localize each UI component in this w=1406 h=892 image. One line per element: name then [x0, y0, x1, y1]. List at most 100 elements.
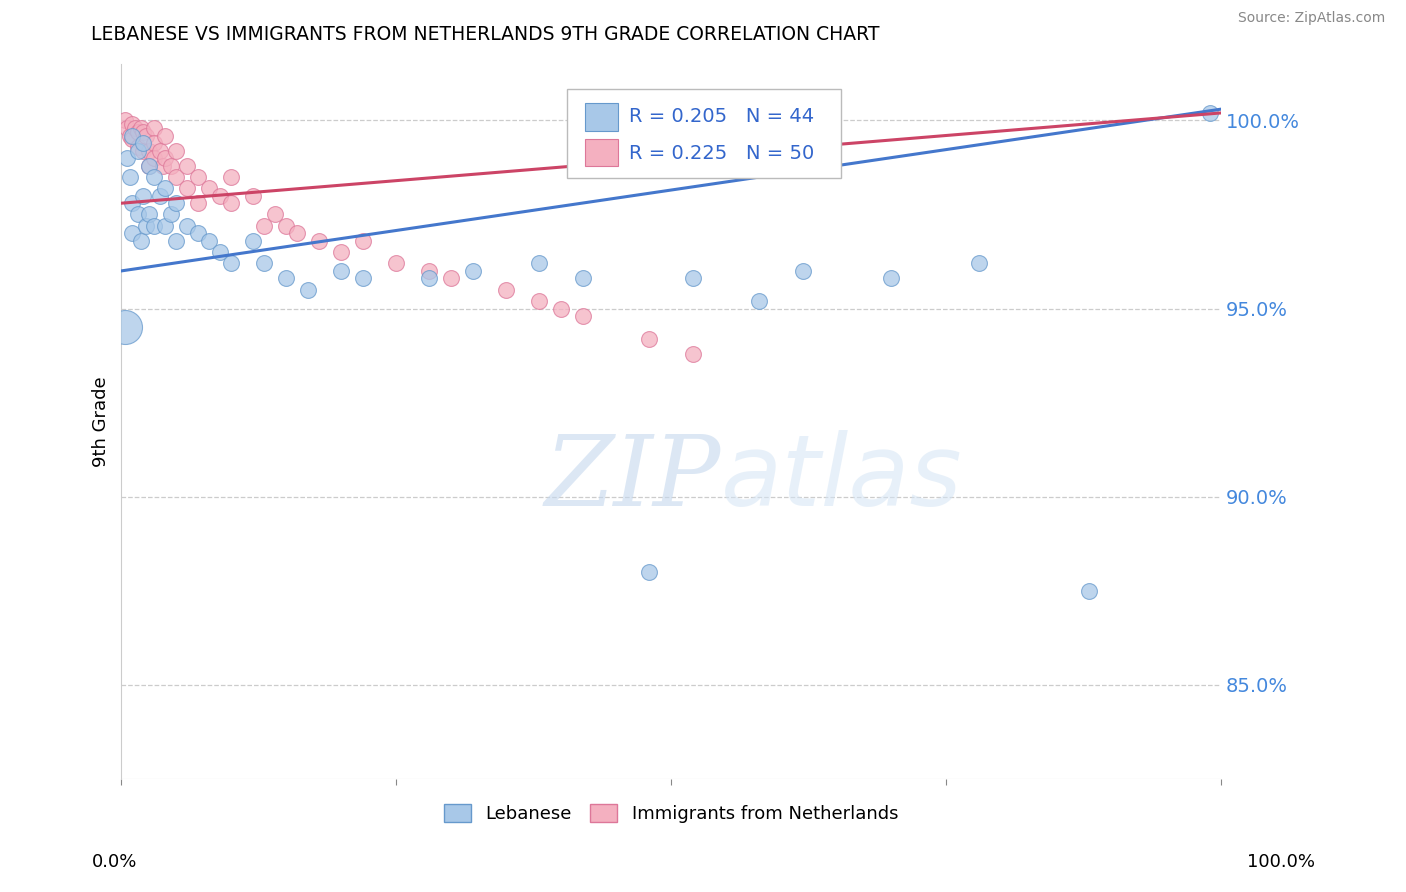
Point	[276, 219, 298, 233]
Point	[143, 169, 166, 184]
Point	[155, 219, 177, 233]
Point	[253, 219, 276, 233]
Point	[129, 120, 152, 135]
Point	[1198, 106, 1220, 120]
Point	[120, 169, 142, 184]
Point	[285, 227, 308, 241]
Point	[352, 234, 374, 248]
Bar	[585, 139, 619, 166]
Point	[114, 320, 136, 334]
Text: 100.0%: 100.0%	[1247, 853, 1315, 871]
Legend: Lebanese, Immigrants from Netherlands: Lebanese, Immigrants from Netherlands	[437, 797, 905, 830]
Point	[880, 271, 903, 285]
Point	[165, 234, 187, 248]
Point	[714, 144, 737, 158]
Point	[165, 144, 187, 158]
Point	[276, 271, 298, 285]
Point	[152, 159, 174, 173]
Point	[198, 181, 221, 195]
Point	[143, 151, 166, 165]
Point	[572, 271, 595, 285]
Point	[221, 196, 243, 211]
Point	[127, 144, 149, 158]
Point	[160, 159, 183, 173]
Point	[967, 256, 990, 270]
Point	[155, 181, 177, 195]
Text: R = 0.225   N = 50: R = 0.225 N = 50	[630, 144, 814, 163]
Point	[115, 120, 138, 135]
Point	[138, 207, 160, 221]
Point	[138, 159, 160, 173]
Bar	[585, 103, 619, 130]
Point	[115, 151, 138, 165]
Point	[132, 136, 155, 150]
Point	[138, 144, 160, 158]
Point	[127, 207, 149, 221]
Point	[176, 181, 198, 195]
Point	[127, 140, 149, 154]
Text: atlas: atlas	[720, 430, 962, 527]
Point	[160, 207, 183, 221]
Point	[132, 188, 155, 202]
Point	[198, 234, 221, 248]
Point	[149, 144, 172, 158]
Point	[527, 293, 550, 308]
Point	[682, 346, 704, 360]
Point	[124, 120, 146, 135]
Point	[155, 128, 177, 143]
FancyBboxPatch shape	[567, 89, 841, 178]
Point	[330, 264, 353, 278]
Point	[242, 234, 264, 248]
Point	[155, 151, 177, 165]
Point	[143, 120, 166, 135]
Point	[121, 117, 143, 131]
Point	[527, 256, 550, 270]
Point	[221, 256, 243, 270]
Point	[682, 271, 704, 285]
Point	[187, 196, 209, 211]
Point	[120, 128, 142, 143]
Point	[572, 309, 595, 323]
Point	[418, 264, 440, 278]
Point	[748, 293, 770, 308]
Point	[209, 245, 232, 260]
Point	[209, 188, 232, 202]
Text: 0.0%: 0.0%	[91, 853, 136, 871]
Point	[176, 219, 198, 233]
Point	[132, 144, 155, 158]
Point	[176, 159, 198, 173]
Point	[127, 125, 149, 139]
Point	[495, 283, 517, 297]
Point	[132, 125, 155, 139]
Point	[114, 113, 136, 128]
Point	[121, 227, 143, 241]
Point	[330, 245, 353, 260]
Text: ZIP: ZIP	[544, 431, 721, 526]
Point	[418, 271, 440, 285]
Point	[308, 234, 330, 248]
Point	[165, 196, 187, 211]
Point	[165, 169, 187, 184]
Point	[352, 271, 374, 285]
Point	[143, 219, 166, 233]
Point	[264, 207, 287, 221]
Point	[138, 159, 160, 173]
Point	[129, 234, 152, 248]
Y-axis label: 9th Grade: 9th Grade	[93, 376, 110, 467]
Point	[638, 565, 661, 579]
Point	[187, 169, 209, 184]
Point	[638, 332, 661, 346]
Point	[440, 271, 463, 285]
Point	[121, 128, 143, 143]
Point	[187, 227, 209, 241]
Point	[242, 188, 264, 202]
Point	[792, 264, 814, 278]
Point	[149, 188, 172, 202]
Point	[121, 196, 143, 211]
Point	[463, 264, 485, 278]
Text: Source: ZipAtlas.com: Source: ZipAtlas.com	[1237, 12, 1385, 25]
Text: LEBANESE VS IMMIGRANTS FROM NETHERLANDS 9TH GRADE CORRELATION CHART: LEBANESE VS IMMIGRANTS FROM NETHERLANDS …	[91, 25, 880, 44]
Point	[1077, 583, 1099, 598]
Point	[143, 136, 166, 150]
Text: R = 0.205   N = 44: R = 0.205 N = 44	[630, 107, 814, 126]
